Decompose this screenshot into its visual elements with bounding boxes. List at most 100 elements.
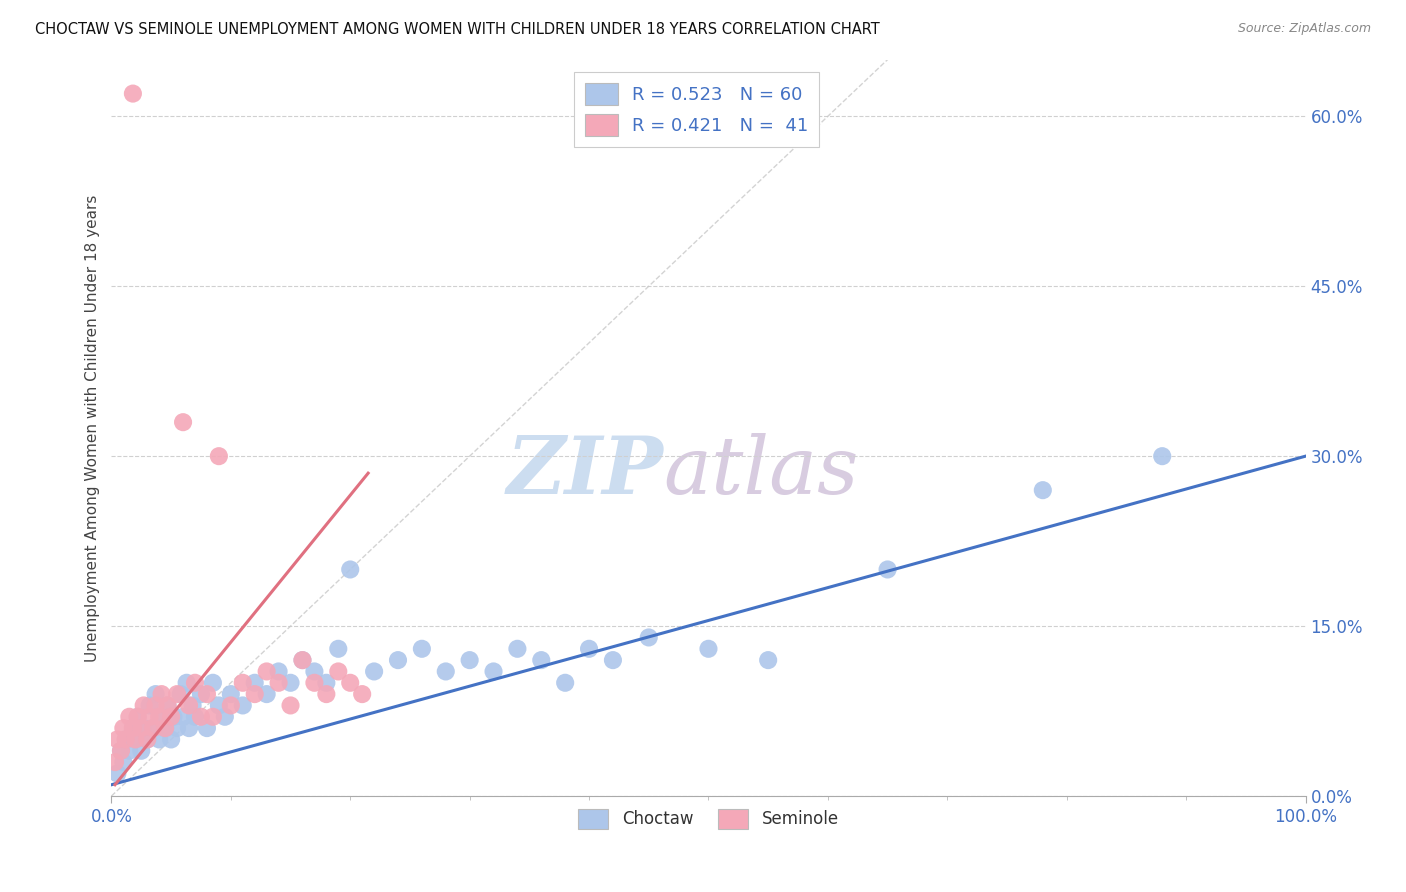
Point [156,698,179,713]
Point [162,710,184,724]
Point [214,710,236,724]
Point [112,755,135,769]
Point [124,732,146,747]
Point [172,710,194,724]
Point [291,653,314,667]
Point [208,698,231,713]
Point [328,665,350,679]
Point [1152,449,1174,463]
Point [280,698,302,713]
Point [129,744,152,758]
Point [304,675,326,690]
Text: atlas: atlas [664,434,859,511]
Point [339,562,361,576]
Point [195,721,218,735]
Point [232,675,254,690]
Point [190,710,212,724]
Point [138,698,160,713]
Point [315,687,337,701]
Point [177,721,200,735]
Point [153,721,176,735]
Point [184,675,207,690]
Point [166,721,188,735]
Point [124,732,146,747]
Point [411,641,433,656]
Point [387,653,409,667]
Point [160,710,183,724]
Point [339,675,361,690]
Point [142,721,165,735]
Point [114,732,136,747]
Point [363,665,385,679]
Text: Source: ZipAtlas.com: Source: ZipAtlas.com [1237,22,1371,36]
Legend: Choctaw, Seminole: Choctaw, Seminole [572,802,845,836]
Point [352,687,374,701]
Point [118,710,141,724]
Point [132,721,155,735]
Point [256,665,278,679]
Point [122,721,145,735]
Point [127,710,149,724]
Point [201,675,224,690]
Point [243,687,266,701]
Point [110,744,132,758]
Point [169,687,191,701]
Point [280,675,302,690]
Point [122,87,145,101]
Point [190,687,212,701]
Point [458,653,481,667]
Point [136,732,159,747]
Point [315,675,337,690]
Text: ZIP: ZIP [506,434,664,511]
Point [172,415,194,429]
Point [184,710,207,724]
Point [150,687,173,701]
Point [1032,483,1054,498]
Point [482,665,505,679]
Point [138,710,160,724]
Point [166,687,188,701]
Point [267,675,290,690]
Point [127,710,149,724]
Point [110,744,132,758]
Point [136,732,159,747]
Point [256,687,278,701]
Text: CHOCTAW VS SEMINOLE UNEMPLOYMENT AMONG WOMEN WITH CHILDREN UNDER 18 YEARS CORREL: CHOCTAW VS SEMINOLE UNEMPLOYMENT AMONG W… [35,22,880,37]
Point [114,732,136,747]
Point [876,562,898,576]
Point [201,710,224,724]
Point [232,698,254,713]
Point [150,710,173,724]
Point [148,710,170,724]
Point [177,698,200,713]
Point [148,732,170,747]
Point [530,653,553,667]
Point [434,665,457,679]
Point [267,665,290,679]
Point [145,687,167,701]
Point [118,744,141,758]
Point [291,653,314,667]
Point [219,698,242,713]
Point [129,721,152,735]
Point [105,766,128,780]
Point [160,732,183,747]
Point [697,641,720,656]
Point [506,641,529,656]
Point [208,449,231,463]
Y-axis label: Unemployment Among Women with Children Under 18 years: Unemployment Among Women with Children U… [86,194,100,662]
Point [112,721,135,735]
Point [176,675,198,690]
Point [578,641,600,656]
Point [104,755,127,769]
Point [328,641,350,656]
Point [243,675,266,690]
Point [181,698,204,713]
Point [142,721,165,735]
Point [122,721,145,735]
Point [195,687,218,701]
Point [554,675,576,690]
Point [156,698,179,713]
Point [756,653,779,667]
Point [105,732,128,747]
